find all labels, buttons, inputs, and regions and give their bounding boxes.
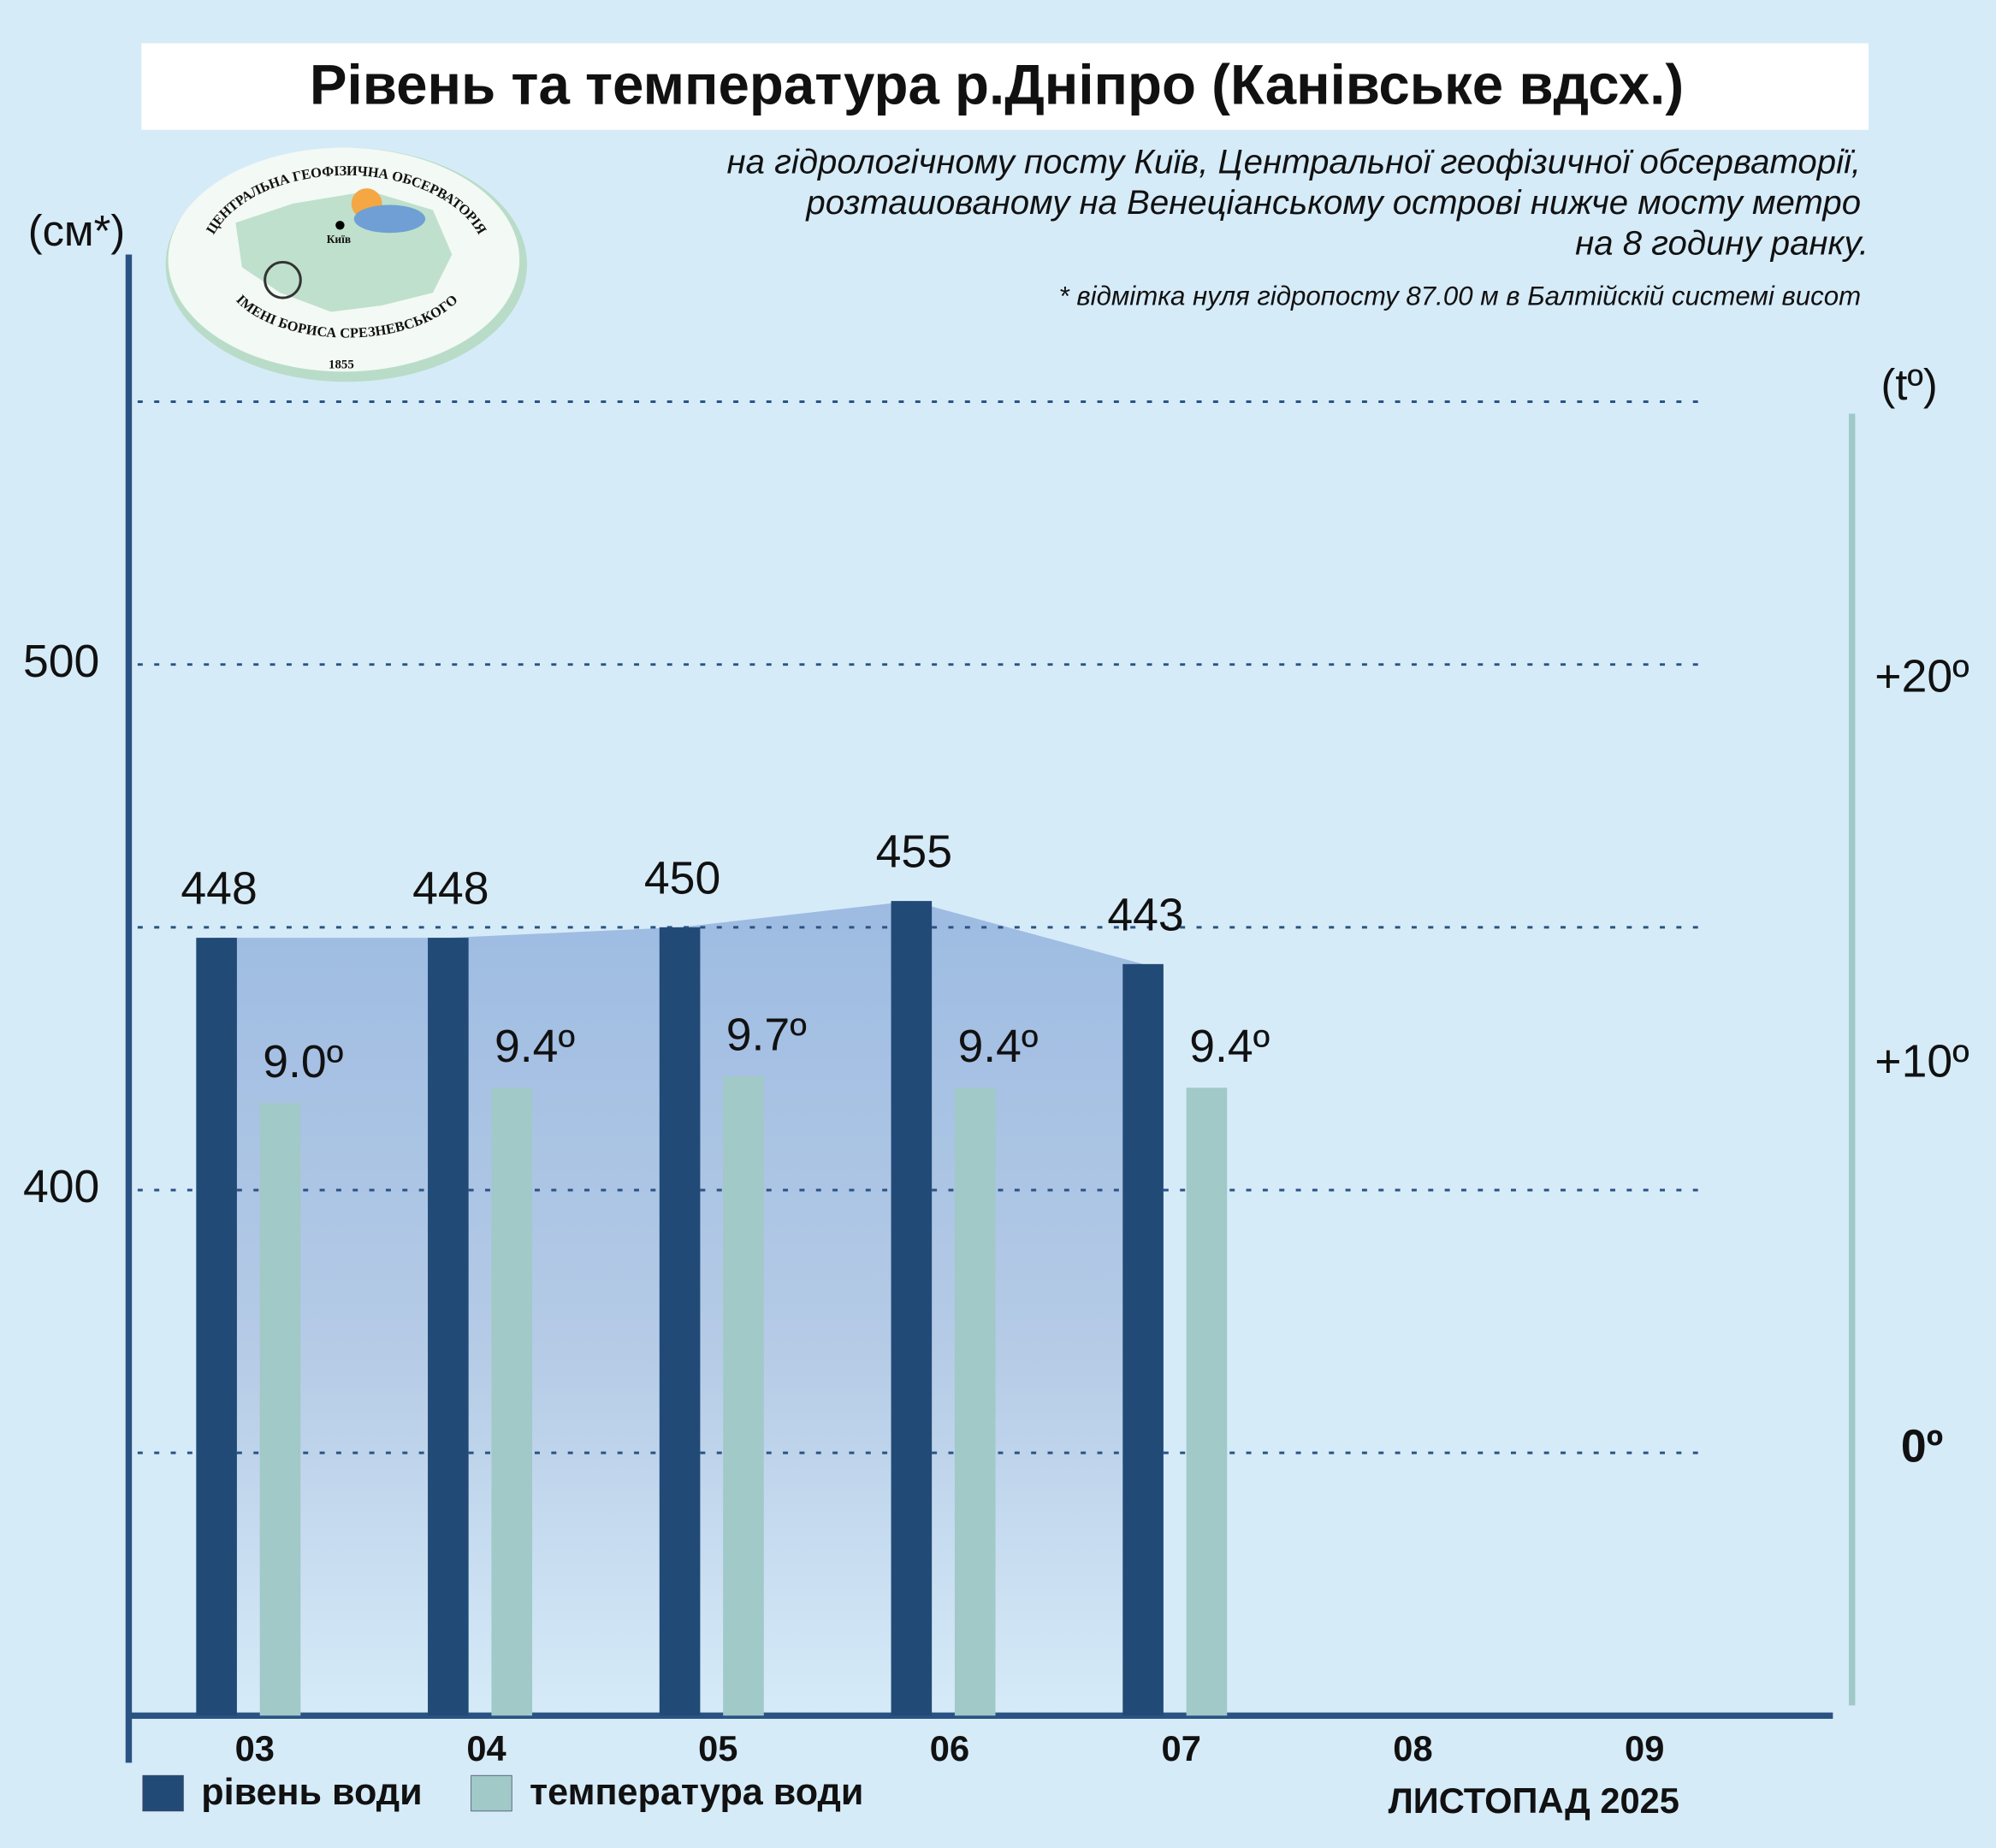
value-label: 9.0º xyxy=(263,1037,343,1087)
bar xyxy=(1122,963,1164,1716)
y-tick-label: 500 xyxy=(23,637,99,687)
y-tick-label: 400 xyxy=(23,1162,99,1212)
subtitle: на гідрологічному посту Київ, Центрально… xyxy=(727,143,1862,181)
value-label: 448 xyxy=(181,864,257,915)
legend-label: температура води xyxy=(530,1772,863,1813)
x-tick-label: 08 xyxy=(1393,1728,1432,1768)
bar xyxy=(1186,1087,1228,1716)
y-axis-label: (см*) xyxy=(28,206,125,255)
value-label: 9.7º xyxy=(726,1010,807,1060)
bar xyxy=(428,938,469,1716)
logo-year: 1855 xyxy=(329,358,354,371)
x-axis-label: ЛИСТОПАД 2025 xyxy=(1389,1780,1679,1821)
x-tick-label: 09 xyxy=(1625,1728,1664,1768)
city-dot xyxy=(335,221,345,230)
x-tick-label: 06 xyxy=(930,1728,969,1768)
y2-tick-label: +10º xyxy=(1875,1037,1969,1087)
subtitle: розташованому на Венеціанському острові … xyxy=(805,183,1861,222)
value-label: 9.4º xyxy=(495,1022,575,1072)
bar xyxy=(659,927,701,1716)
bar xyxy=(723,1075,764,1716)
value-label: 9.4º xyxy=(1189,1022,1270,1072)
x-tick-label: 04 xyxy=(466,1728,506,1768)
bar xyxy=(259,1103,301,1716)
bar xyxy=(954,1087,996,1716)
value-label: 455 xyxy=(876,827,952,878)
bar xyxy=(891,901,933,1716)
legend-swatch xyxy=(471,1774,512,1812)
value-label: 448 xyxy=(412,864,489,915)
x-tick-label: 07 xyxy=(1162,1728,1201,1768)
cloud xyxy=(353,204,426,234)
dish xyxy=(264,260,302,299)
x-tick-label: 03 xyxy=(235,1728,275,1768)
bar xyxy=(196,938,237,1716)
legend-label: рівень води xyxy=(201,1772,422,1813)
bar xyxy=(491,1087,533,1716)
value-label: 443 xyxy=(1107,890,1183,940)
y2-tick-label: +20º xyxy=(1875,651,1969,702)
x-tick-label: 05 xyxy=(698,1728,737,1768)
logo: Київ ЦЕНТРАЛЬНА ГЕОФІЗИЧНА ОБСЕРВАТОРІЯ … xyxy=(165,147,528,382)
subtitle: на 8 годину ранку. xyxy=(1575,224,1869,263)
y2-tick-label: 0º xyxy=(1901,1422,1943,1472)
value-label: 9.4º xyxy=(958,1022,1039,1072)
logo-city: Київ xyxy=(327,233,351,246)
value-label: 450 xyxy=(644,853,720,903)
legend-swatch xyxy=(142,1774,184,1812)
title-box xyxy=(141,43,1869,130)
footnote: * відмітка нуля гідропосту 87.00 м в Бал… xyxy=(1059,281,1862,311)
chart-title: Рівень та температура р.Дніпро (Канівськ… xyxy=(310,53,1684,116)
y2-axis-label: (tº) xyxy=(1881,360,1938,409)
